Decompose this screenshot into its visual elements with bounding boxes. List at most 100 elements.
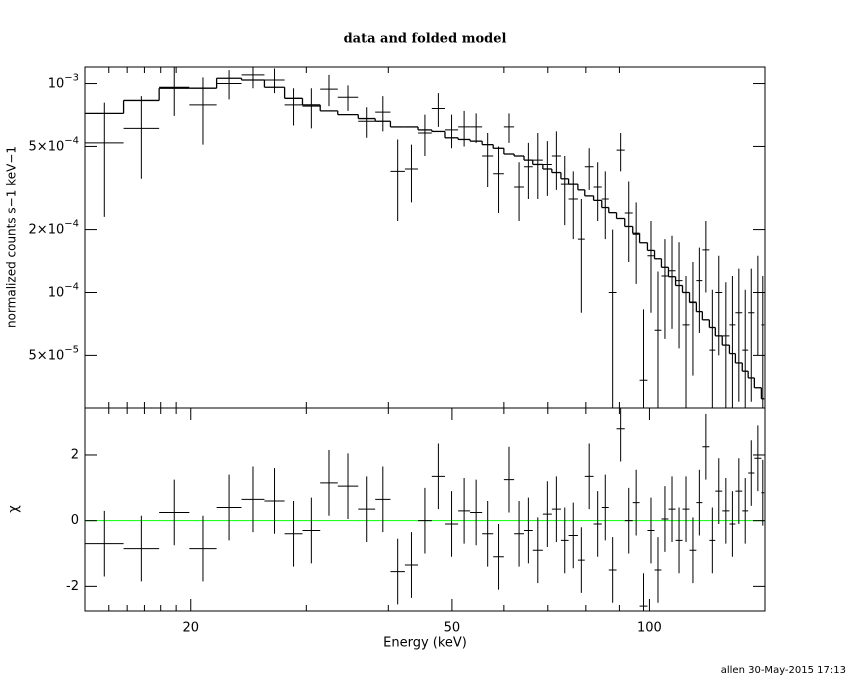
data-point bbox=[85, 102, 124, 217]
x-axis-label: Energy (keV) bbox=[383, 636, 467, 651]
data-point bbox=[444, 491, 459, 557]
data-point bbox=[320, 74, 338, 107]
data-point bbox=[601, 474, 609, 541]
data-point bbox=[264, 468, 285, 534]
data-point bbox=[661, 486, 669, 552]
data-point bbox=[524, 497, 533, 564]
data-point bbox=[123, 515, 160, 582]
footer: allen 30-May-2015 17:13 bbox=[721, 665, 846, 676]
x-tick-label: 20 bbox=[182, 621, 199, 636]
data-point bbox=[682, 476, 690, 543]
data-point bbox=[375, 466, 391, 533]
y-axis-label: normalized counts s−1 keV−1 bbox=[5, 146, 19, 328]
data-point bbox=[470, 479, 483, 546]
data-point bbox=[404, 144, 419, 203]
data-point bbox=[577, 527, 585, 593]
data-point bbox=[123, 96, 160, 179]
data-point bbox=[647, 497, 655, 564]
data-point bbox=[624, 487, 633, 554]
data-point bbox=[735, 268, 743, 402]
data-point bbox=[189, 77, 217, 145]
data-point bbox=[696, 247, 703, 333]
data-point bbox=[493, 146, 504, 214]
data-point bbox=[284, 88, 303, 126]
data-point bbox=[608, 229, 617, 408]
y-tick-label: 10−3 bbox=[48, 73, 79, 92]
data-point bbox=[458, 110, 471, 147]
data-point bbox=[754, 425, 762, 492]
data-point bbox=[682, 275, 690, 408]
data-point bbox=[593, 162, 602, 221]
data-point bbox=[284, 500, 303, 567]
data-point bbox=[159, 67, 190, 116]
data-point bbox=[503, 446, 515, 513]
data-point bbox=[337, 453, 359, 520]
data-point bbox=[390, 538, 405, 605]
data-point bbox=[493, 523, 504, 590]
y-tick-label: 10−4 bbox=[48, 281, 79, 300]
data-point bbox=[761, 459, 765, 526]
data-point bbox=[577, 199, 585, 313]
data-point bbox=[616, 132, 625, 172]
data-point bbox=[709, 507, 716, 574]
data-point bbox=[542, 141, 552, 196]
data-point bbox=[337, 85, 359, 111]
data-point bbox=[560, 156, 569, 226]
data-point bbox=[689, 517, 697, 584]
plot-area bbox=[85, 67, 765, 408]
data-point bbox=[616, 408, 625, 462]
data-point bbox=[675, 242, 683, 349]
data-point bbox=[358, 107, 376, 138]
data-point bbox=[702, 413, 710, 480]
data-point bbox=[668, 476, 676, 543]
data-point bbox=[709, 289, 716, 408]
data-point bbox=[696, 469, 703, 536]
data-point bbox=[722, 477, 730, 544]
data-point bbox=[85, 510, 124, 577]
data-point bbox=[375, 96, 391, 132]
y-tick-label: 0 bbox=[71, 513, 79, 528]
data-point bbox=[761, 275, 765, 408]
data-point bbox=[532, 132, 543, 200]
data-point bbox=[729, 275, 736, 408]
data-point bbox=[742, 477, 749, 544]
data-point bbox=[390, 139, 405, 221]
data-point bbox=[668, 235, 676, 329]
data-point bbox=[159, 479, 190, 546]
data-point bbox=[560, 507, 569, 574]
data-point bbox=[418, 114, 432, 157]
data-point bbox=[431, 443, 445, 510]
data-point bbox=[608, 537, 617, 603]
data-point bbox=[624, 181, 633, 262]
data-point bbox=[482, 500, 494, 567]
data-point bbox=[418, 487, 432, 554]
data-point bbox=[748, 268, 755, 402]
data-point bbox=[532, 517, 543, 584]
data-point bbox=[189, 515, 217, 582]
data-point bbox=[458, 477, 471, 544]
data-point bbox=[551, 131, 561, 190]
data-point bbox=[715, 458, 723, 524]
y-tick-label: 2 bbox=[71, 447, 79, 462]
plot-frame bbox=[84, 407, 766, 612]
data-point bbox=[647, 220, 655, 313]
data-point bbox=[748, 440, 755, 506]
data-point bbox=[216, 70, 242, 100]
data-point bbox=[689, 261, 697, 376]
data-point bbox=[584, 443, 594, 510]
data-point bbox=[593, 491, 602, 557]
data-point bbox=[639, 309, 648, 408]
data-point bbox=[503, 113, 515, 143]
data-point bbox=[514, 162, 525, 221]
x-tick-label: 100 bbox=[637, 621, 662, 636]
data-point bbox=[444, 114, 459, 149]
data-point bbox=[742, 289, 749, 408]
data-point bbox=[241, 466, 265, 533]
data-point bbox=[654, 537, 662, 603]
data-point bbox=[358, 476, 376, 543]
y-tick-label: -2 bbox=[66, 579, 79, 594]
y-tick-label: 5×10−4 bbox=[29, 135, 79, 154]
data-point bbox=[404, 532, 419, 598]
data-point bbox=[470, 113, 483, 143]
